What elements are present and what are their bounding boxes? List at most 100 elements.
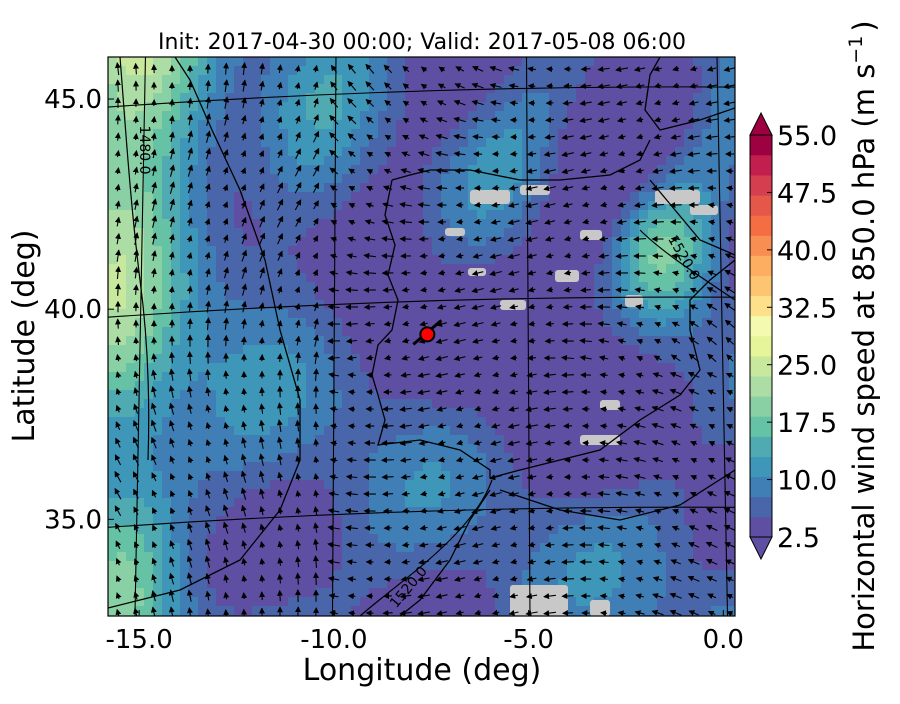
field-cell bbox=[477, 570, 487, 580]
field-cell bbox=[729, 417, 739, 427]
field-cell bbox=[423, 372, 433, 382]
field-cell bbox=[450, 471, 460, 481]
field-cell bbox=[684, 291, 694, 301]
field-cell bbox=[378, 534, 388, 544]
field-cell bbox=[531, 399, 541, 409]
field-cell bbox=[477, 552, 487, 562]
field-cell bbox=[558, 93, 568, 103]
field-cell bbox=[567, 552, 577, 562]
field-cell bbox=[675, 543, 685, 553]
field-cell bbox=[405, 156, 415, 166]
field-cell bbox=[666, 111, 676, 121]
field-cell bbox=[369, 480, 379, 490]
field-cell bbox=[594, 471, 604, 481]
field-cell bbox=[576, 498, 586, 508]
field-cell bbox=[549, 372, 559, 382]
field-cell bbox=[414, 426, 424, 436]
field-cell bbox=[297, 201, 307, 211]
field-cell bbox=[432, 534, 442, 544]
field-cell bbox=[504, 75, 514, 85]
field-cell bbox=[387, 120, 397, 130]
field-cell bbox=[648, 291, 658, 301]
field-cell bbox=[702, 525, 712, 535]
field-cell bbox=[126, 174, 136, 184]
field-cell bbox=[657, 543, 667, 553]
field-cell bbox=[360, 309, 370, 319]
field-cell bbox=[153, 345, 163, 355]
field-cell bbox=[108, 120, 118, 130]
field-cell bbox=[225, 210, 235, 220]
field-cell bbox=[603, 534, 613, 544]
field-cell bbox=[252, 291, 262, 301]
field-cell bbox=[522, 516, 532, 526]
field-cell bbox=[198, 444, 208, 454]
field-cell bbox=[180, 471, 190, 481]
field-cell bbox=[324, 525, 334, 535]
field-cell bbox=[513, 75, 523, 85]
wind-vector bbox=[190, 82, 191, 90]
field-cell bbox=[468, 471, 478, 481]
field-cell bbox=[405, 237, 415, 247]
field-cell bbox=[621, 597, 631, 607]
field-cell bbox=[675, 309, 685, 319]
field-cell bbox=[567, 291, 577, 301]
field-cell bbox=[351, 111, 361, 121]
field-cell bbox=[576, 345, 586, 355]
field-cell bbox=[342, 273, 352, 283]
field-cell bbox=[387, 570, 397, 580]
field-cell bbox=[576, 471, 586, 481]
field-cell bbox=[108, 138, 118, 148]
field-cell bbox=[540, 516, 550, 526]
field-cell bbox=[342, 444, 352, 454]
field-cell bbox=[594, 111, 604, 121]
field-cell bbox=[576, 381, 586, 391]
field-cell bbox=[108, 156, 118, 166]
field-cell bbox=[297, 273, 307, 283]
field-cell bbox=[342, 453, 352, 463]
field-cell bbox=[684, 579, 694, 589]
field-cell bbox=[387, 93, 397, 103]
field-cell bbox=[603, 156, 613, 166]
field-cell bbox=[657, 147, 667, 157]
field-cell bbox=[189, 570, 199, 580]
field-cell bbox=[540, 120, 550, 130]
field-cell bbox=[495, 246, 505, 256]
field-cell bbox=[315, 120, 325, 130]
field-cell bbox=[198, 399, 208, 409]
field-cell bbox=[252, 354, 262, 364]
field-cell bbox=[477, 174, 487, 184]
field-cell bbox=[396, 57, 406, 67]
field-cell bbox=[396, 381, 406, 391]
field-cell bbox=[405, 453, 415, 463]
field-cell bbox=[324, 570, 334, 580]
field-cell bbox=[243, 417, 253, 427]
field-cell bbox=[612, 192, 622, 202]
field-cell bbox=[657, 309, 667, 319]
field-cell bbox=[603, 165, 613, 175]
field-cell bbox=[351, 156, 361, 166]
field-cell bbox=[693, 363, 703, 373]
field-cell bbox=[549, 363, 559, 373]
field-cell bbox=[162, 75, 172, 85]
field-cell bbox=[414, 345, 424, 355]
field-cell bbox=[666, 534, 676, 544]
field-cell bbox=[486, 462, 496, 472]
field-cell bbox=[297, 498, 307, 508]
field-cell bbox=[612, 156, 622, 166]
field-cell bbox=[729, 138, 739, 148]
field-cell bbox=[576, 552, 586, 562]
field-cell bbox=[684, 453, 694, 463]
field-cell bbox=[306, 273, 316, 283]
field-cell bbox=[360, 471, 370, 481]
field-cell bbox=[162, 129, 172, 139]
field-cell bbox=[468, 228, 478, 238]
field-cell bbox=[432, 471, 442, 481]
field-cell bbox=[711, 57, 721, 67]
field-cell bbox=[468, 246, 478, 256]
field-cell bbox=[630, 525, 640, 535]
field-cell bbox=[342, 525, 352, 535]
field-cell bbox=[234, 480, 244, 490]
field-cell bbox=[162, 363, 172, 373]
field-cell bbox=[423, 84, 433, 94]
field-cell bbox=[540, 210, 550, 220]
